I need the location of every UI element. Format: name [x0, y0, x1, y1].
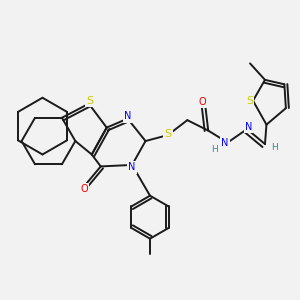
Text: N: N [221, 137, 228, 148]
Text: O: O [80, 184, 88, 194]
Text: S: S [87, 96, 94, 106]
Text: S: S [164, 129, 172, 139]
Text: N: N [128, 162, 136, 172]
Text: S: S [246, 96, 253, 106]
Text: O: O [198, 97, 206, 107]
Text: H: H [211, 145, 217, 154]
Text: N: N [245, 122, 252, 132]
Text: H: H [271, 142, 278, 152]
Text: N: N [124, 111, 131, 121]
